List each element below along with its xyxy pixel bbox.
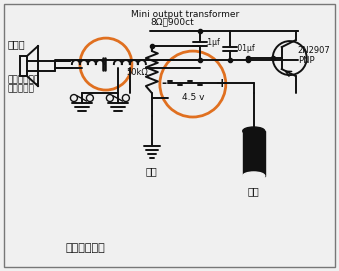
Text: 50kΩ: 50kΩ (126, 67, 148, 77)
Text: 的检验平台: 的检验平台 (8, 84, 35, 93)
Text: 2N2907: 2N2907 (298, 46, 331, 54)
Text: 电极: 电极 (146, 166, 158, 176)
Text: 4.5 v: 4.5 v (182, 93, 204, 102)
Text: Mini output transformer: Mini output transformer (131, 10, 239, 19)
Text: .1μf: .1μf (205, 38, 220, 47)
Text: 扬声器: 扬声器 (8, 39, 26, 49)
Text: PNP: PNP (298, 56, 314, 64)
Text: 8Ω：900ct: 8Ω：900ct (150, 17, 194, 26)
Text: 类似开放电容: 类似开放电容 (8, 75, 40, 84)
Bar (243, 131, 265, 176)
Text: -: - (161, 76, 166, 89)
Ellipse shape (243, 127, 265, 135)
Bar (20, 56, 27, 76)
Text: .01μf: .01μf (235, 44, 254, 53)
Text: 同步仪电路图: 同步仪电路图 (65, 243, 105, 253)
Text: +: + (217, 76, 227, 89)
Ellipse shape (243, 172, 265, 180)
Text: 手柄: 手柄 (248, 186, 260, 196)
